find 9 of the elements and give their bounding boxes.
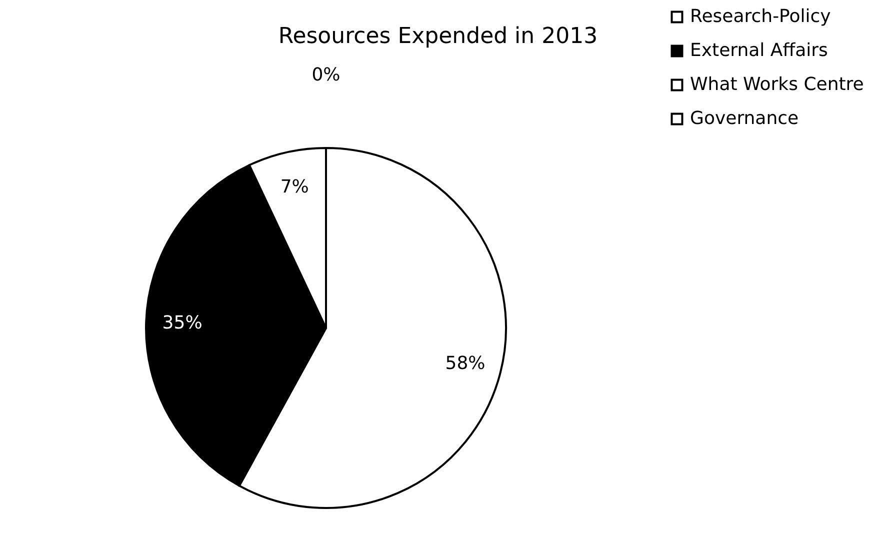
legend-label: What Works Centre [690,74,864,95]
legend-label: External Affairs [690,40,828,61]
text: Resources Expended in 2013 [278,24,598,49]
legend-label: Governance [690,108,799,129]
data-label: 58% [445,352,486,374]
legend-label: Research-Policy [690,6,832,27]
data-label: 7% [280,176,309,198]
data-label: 35% [162,312,202,334]
text: 0% [312,64,340,86]
